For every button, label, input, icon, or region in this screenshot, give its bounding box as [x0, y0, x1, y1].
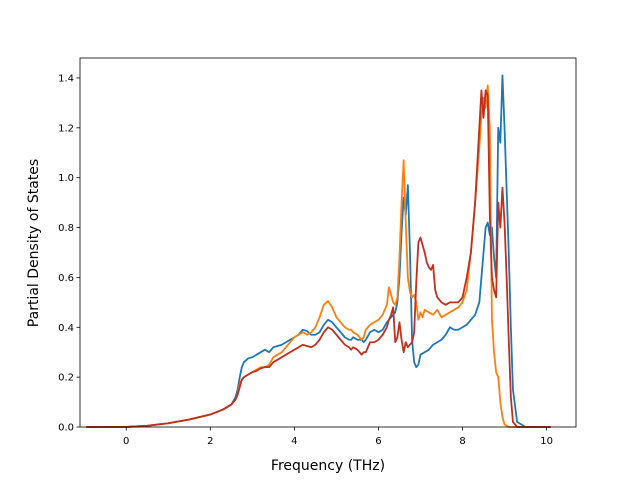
axes-frame	[79, 57, 577, 428]
series-line-1	[86, 74, 551, 428]
x-axis-ticks: 0 2 4 6 8 10	[123, 427, 553, 447]
y-tick-label: 0.2	[58, 373, 74, 384]
x-tick-label: 8	[459, 436, 465, 447]
series-line-3	[86, 89, 551, 428]
x-tick-label: 4	[291, 436, 297, 447]
plot-area-border	[79, 57, 577, 428]
x-tick-label: 6	[375, 436, 381, 447]
y-axis-label: Partial Density of States	[26, 159, 42, 327]
x-axis-label: Frequency (THz)	[271, 458, 385, 474]
y-tick-label: 0.6	[58, 273, 74, 284]
x-tick-label: 10	[540, 436, 553, 447]
y-tick-label: 1.4	[58, 73, 74, 84]
y-tick-label: 1.2	[58, 123, 74, 134]
y-tick-label: 0.8	[58, 223, 74, 234]
x-tick-label: 2	[207, 436, 213, 447]
y-tick-label: 1.0	[58, 173, 74, 184]
x-tick-label: 0	[123, 436, 129, 447]
y-tick-label: 0.4	[58, 323, 74, 334]
y-tick-label: 0.0	[58, 423, 74, 434]
series-line-2	[86, 84, 551, 428]
y-axis-ticks: 0.0 0.2 0.4 0.6 0.8 1.0 1.2 1.4	[58, 73, 80, 434]
plot-lines	[86, 74, 551, 428]
